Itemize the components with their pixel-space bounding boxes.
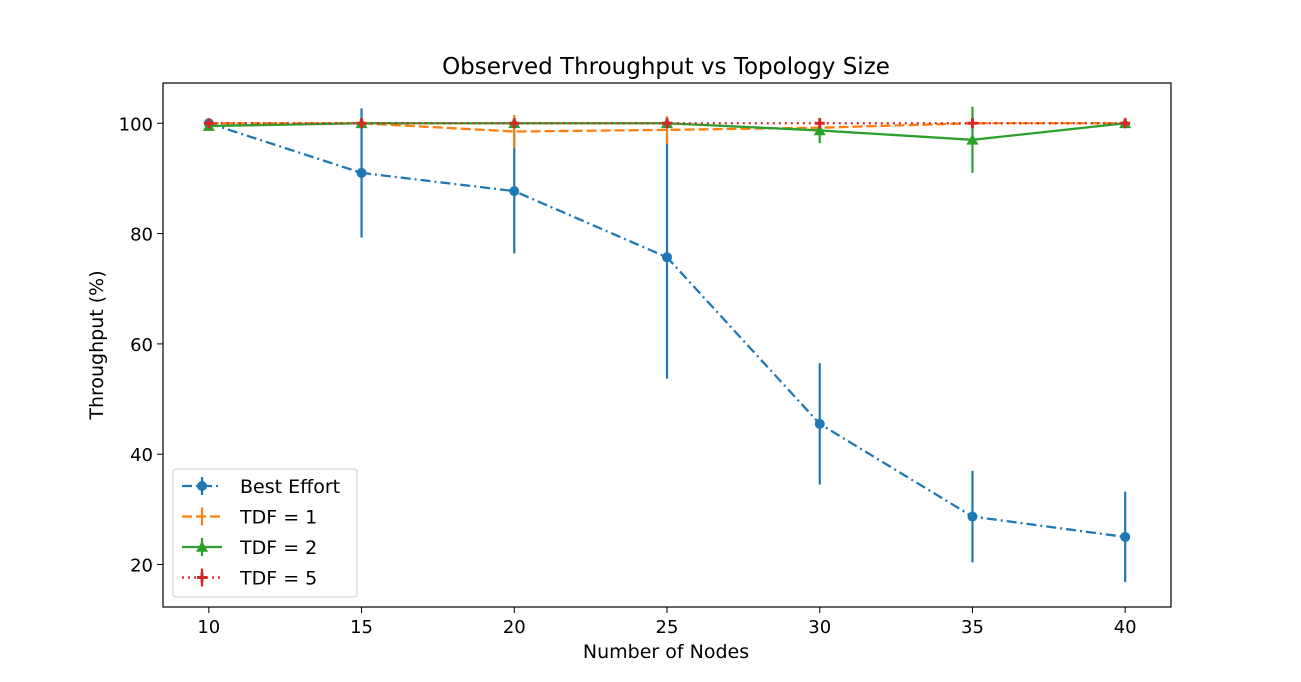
series-0 xyxy=(203,108,1131,583)
data-point xyxy=(356,167,367,178)
data-point xyxy=(1120,531,1131,542)
legend-label: TDF = 1 xyxy=(239,507,317,529)
x-axis-label: Number of Nodes xyxy=(583,641,749,663)
legend-marker xyxy=(196,541,208,552)
y-tick-label: 100 xyxy=(119,114,153,135)
legend-label: TDF = 2 xyxy=(239,537,317,559)
series-3 xyxy=(203,118,1131,129)
x-axis-ticks: 10 15 20 25 30 35 40 xyxy=(197,607,1137,638)
data-point xyxy=(967,118,978,129)
y-tick-label: 80 xyxy=(130,225,153,246)
data-point xyxy=(662,252,672,263)
x-tick-label: 35 xyxy=(961,617,984,638)
legend: Best Effort TDF = 1 TDF = 2 TDF = 5 xyxy=(172,468,358,598)
data-point xyxy=(814,418,825,429)
x-tick-label: 15 xyxy=(350,617,373,638)
data-point xyxy=(814,118,825,129)
data-point xyxy=(967,511,978,522)
x-tick-label: 30 xyxy=(808,617,831,638)
data-point xyxy=(203,118,214,129)
legend-label: Best Effort xyxy=(240,476,340,498)
x-tick-label: 40 xyxy=(1114,617,1137,638)
plot-frame xyxy=(162,82,1172,608)
chart-title: Observed Throughput vs Topology Size xyxy=(442,54,890,80)
data-point xyxy=(813,124,826,136)
data-point xyxy=(356,118,367,129)
x-tick-label: 10 xyxy=(197,617,220,638)
plot-series xyxy=(202,106,1132,583)
y-axis-label: Throughput (%) xyxy=(86,270,108,420)
legend-marker xyxy=(197,481,207,491)
data-point xyxy=(662,118,672,129)
y-tick-label: 20 xyxy=(130,556,153,577)
y-tick-label: 40 xyxy=(130,445,153,466)
data-point xyxy=(509,186,520,197)
data-point xyxy=(509,118,520,129)
data-point xyxy=(1120,118,1131,129)
legend-label: TDF = 5 xyxy=(239,568,317,590)
y-tick-label: 60 xyxy=(130,335,153,356)
x-tick-label: 25 xyxy=(656,617,679,638)
legend-marker xyxy=(197,572,207,583)
y-axis-ticks: 20 40 60 80 100 xyxy=(119,114,163,577)
x-tick-label: 20 xyxy=(503,617,526,638)
legend-box xyxy=(172,468,358,598)
data-point xyxy=(966,133,979,145)
